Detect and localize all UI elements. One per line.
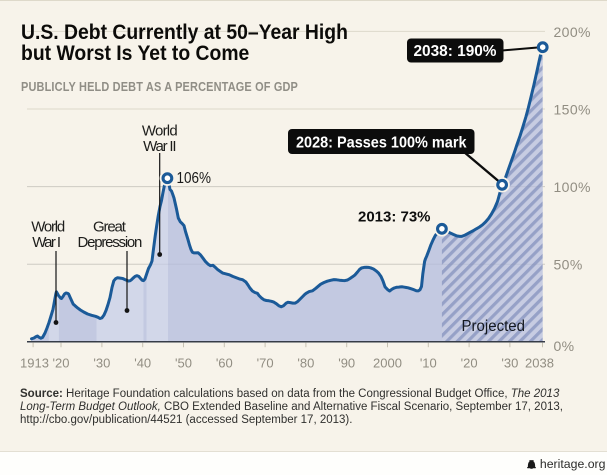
svg-text:2000: 2000 <box>373 356 402 371</box>
svg-text:Great: Great <box>93 219 127 236</box>
svg-text:'60: '60 <box>216 356 233 371</box>
svg-text:Depression: Depression <box>78 234 143 251</box>
svg-text:World: World <box>142 123 178 140</box>
svg-text:'20: '20 <box>461 356 478 371</box>
svg-text:2038: 2038 <box>525 356 554 371</box>
svg-text:0%: 0% <box>554 338 575 354</box>
svg-text:Projected: Projected <box>462 318 526 335</box>
svg-text:150%: 150% <box>554 102 591 118</box>
svg-text:200%: 200% <box>554 24 591 40</box>
svg-text:'70: '70 <box>257 356 274 371</box>
svg-text:106%: 106% <box>177 170 212 187</box>
svg-text:'80: '80 <box>297 356 314 371</box>
svg-text:'50: '50 <box>175 356 192 371</box>
svg-text:'40: '40 <box>134 356 151 371</box>
svg-text:'20: '20 <box>53 356 70 371</box>
svg-text:War I: War I <box>32 234 61 251</box>
svg-text:2028: Passes 100% mark: 2028: Passes 100% mark <box>296 135 467 152</box>
svg-text:2013: 73%: 2013: 73% <box>358 209 431 226</box>
svg-text:War II: War II <box>143 138 176 155</box>
svg-text:World: World <box>31 219 65 236</box>
svg-text:'10: '10 <box>420 356 437 371</box>
svg-text:1913: 1913 <box>20 356 49 371</box>
svg-text:'90: '90 <box>338 356 355 371</box>
svg-text:100%: 100% <box>554 179 591 195</box>
svg-text:'30: '30 <box>93 356 110 371</box>
svg-text:50%: 50% <box>554 257 583 273</box>
svg-text:2038: 190%: 2038: 190% <box>414 43 497 60</box>
svg-text:'30: '30 <box>501 356 518 371</box>
